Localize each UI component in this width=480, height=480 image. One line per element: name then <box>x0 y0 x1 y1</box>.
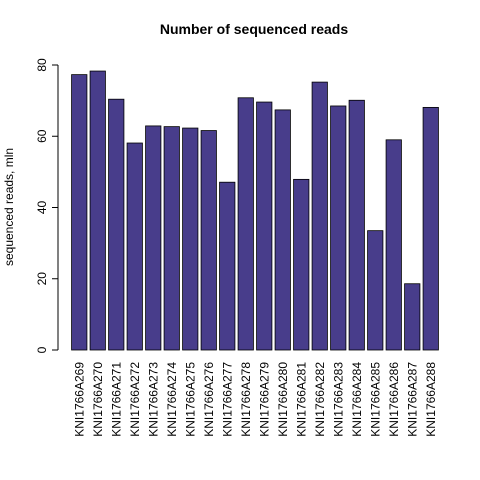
x-tick-label: KNI1766A276 <box>202 362 216 437</box>
y-tick-label: 40 <box>35 201 49 215</box>
bar-KNI1766A270 <box>89 70 106 351</box>
x-tick-label: KNI1766A280 <box>276 362 290 437</box>
y-tick-label: 20 <box>35 272 49 286</box>
bar-KNI1766A275 <box>182 127 199 351</box>
x-tick-label: KNI1766A284 <box>350 362 364 437</box>
bar-KNI1766A272 <box>126 142 143 351</box>
bar-KNI1766A281 <box>293 178 310 351</box>
y-axis-label: sequenced reads, mln <box>2 148 16 266</box>
x-tick-label: KNI1766A279 <box>257 362 271 437</box>
bar-KNI1766A283 <box>330 105 347 351</box>
x-tick-label: KNI1766A274 <box>165 362 179 437</box>
x-tick-label: KNI1766A287 <box>405 362 419 437</box>
bar-KNI1766A273 <box>145 125 162 351</box>
bar-KNI1766A278 <box>237 97 254 351</box>
x-tick-label: KNI1766A283 <box>331 362 345 437</box>
bars-group <box>71 70 439 351</box>
x-tick-label: KNI1766A277 <box>220 362 234 437</box>
chart-title: Number of sequenced reads <box>160 21 348 37</box>
x-tick-label: KNI1766A270 <box>91 362 105 437</box>
bar-KNI1766A280 <box>274 109 291 351</box>
x-tick-label: KNI1766A285 <box>368 362 382 437</box>
bar-KNI1766A274 <box>163 126 180 351</box>
bar-KNI1766A279 <box>256 101 273 351</box>
x-tick-label: KNI1766A282 <box>313 362 327 437</box>
x-tick-label: KNI1766A278 <box>239 362 253 437</box>
y-axis: 0 20 40 60 80 <box>35 58 59 353</box>
bar-KNI1766A285 <box>367 230 384 351</box>
x-tick-labels: KNI1766A269 KNI1766A270 KNI1766A271 KNI1766… <box>72 362 438 437</box>
y-tick-label: 0 <box>35 346 49 353</box>
bar-KNI1766A276 <box>200 130 217 351</box>
x-tick-label: KNI1766A281 <box>294 362 308 437</box>
bar-KNI1766A271 <box>108 98 125 351</box>
y-tick-label: 80 <box>35 58 49 72</box>
x-tick-label: KNI1766A286 <box>387 362 401 437</box>
bar-KNI1766A269 <box>71 74 88 351</box>
x-tick-label: KNI1766A288 <box>424 362 438 437</box>
bar-KNI1766A286 <box>385 139 402 351</box>
y-tick-label: 60 <box>35 129 49 143</box>
x-tick-label: KNI1766A273 <box>146 362 160 437</box>
bar-KNI1766A288 <box>422 106 439 351</box>
x-tick-label: KNI1766A272 <box>128 362 142 437</box>
bar-KNI1766A277 <box>219 181 236 351</box>
bar-KNI1766A287 <box>404 283 421 351</box>
x-tick-label: KNI1766A269 <box>72 362 86 437</box>
bar-KNI1766A284 <box>348 99 365 351</box>
bar-KNI1766A282 <box>311 81 328 351</box>
x-tick-label: KNI1766A275 <box>183 362 197 437</box>
x-tick-label: KNI1766A271 <box>109 362 123 437</box>
